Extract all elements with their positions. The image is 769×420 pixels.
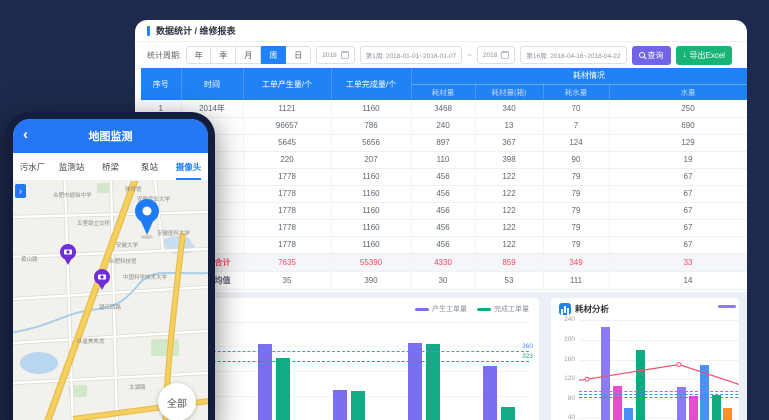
phone-tab[interactable]: 摄像头 [169,153,208,180]
legend-swatch [415,308,429,311]
map-label: 合肥科技馆 [109,257,137,265]
map-label: 五里墩立交桥 [77,219,111,227]
legend-item[interactable]: 完成工单量 [477,304,529,314]
filter-bar: 统计周期: 年季月周日 2018 第1周: 2018-01-01~2018-01… [135,42,747,68]
map-label: 黄山路 [21,255,38,263]
bar-完成工单量 [501,407,515,420]
phone-tab[interactable]: 监测站 [52,153,91,180]
col-header-no: 序号 [141,68,181,100]
map-label: 体育馆 [125,185,142,193]
legend-swatch[interactable] [718,305,736,308]
y-axis-tick: 120 [553,375,575,382]
period-label: 统计周期: [147,50,181,61]
query-button[interactable]: 查询 [632,46,671,65]
bar-完成工单量 [276,358,290,420]
table-row: 9177811604561227967 [141,236,747,253]
start-week-picker[interactable]: 第1周: 2018-01-01~2018-01-07 [360,46,463,64]
bar-产生工单量 [258,344,272,420]
map-label: 安徽医科大学 [157,229,191,237]
reference-label: 323 [522,353,533,360]
chart-title: 耗材分析 [575,303,609,315]
range-separator: ~ [467,51,472,60]
phone-tab[interactable]: 泵站 [130,153,169,180]
col-header-created: 工单产生量/个 [243,68,331,100]
trend-line [579,314,739,420]
y-axis-tick: 200 [553,336,575,343]
back-icon[interactable]: ‹ [23,127,28,142]
y-axis-tick: 160 [553,356,575,363]
map-label: 安徽大学 [116,241,139,249]
calendar-icon [341,51,349,59]
table-average-row: 平均值35390305311114 [141,271,747,289]
bar-完成工单量 [351,391,365,420]
map-label: 太湖路 [129,383,146,391]
y-axis-tick: 240 [553,316,575,323]
table-row: 6177811604561227967 [141,185,747,202]
download-icon: ↓ [683,51,687,59]
sub-header-3: 耗水量 [543,84,609,100]
period-option-日[interactable]: 日 [286,46,311,64]
consumables-bar-chart [579,314,739,420]
table-row: 296657786240137690 [141,117,747,134]
col-header-consumables-group: 耗材情况 [411,68,747,84]
legend-item[interactable]: 产生工单量 [415,304,467,314]
period-option-年[interactable]: 年 [186,46,211,64]
bar-产生工单量 [333,390,347,420]
report-table: 序号 时间 工单产生量/个 工单完成量/个 耗材情况 耗材量 耗材量(箱) 耗水… [141,68,747,290]
map-label: 合肥市琥珀中学 [53,191,92,199]
col-header-time: 时间 [181,68,243,100]
calendar-icon [501,51,509,59]
legend-swatch [477,308,491,311]
map-expander-button[interactable]: › [15,184,26,198]
table-row: 8177811604561227967 [141,219,747,236]
chart-title-row: 耗材分析 [559,303,609,315]
sub-header-2: 耗材量(箱) [475,84,543,100]
map-label: 中国科学技术大学 [123,273,168,281]
phone-screen: ‹ 地图监测 污水厂监测站桥梁泵站摄像头 [13,119,208,420]
period-option-月[interactable]: 月 [236,46,261,64]
period-option-周[interactable]: 周 [261,46,286,64]
map-label: 红星美凯龙 [77,337,105,345]
phone-page-title: 地图监测 [89,128,133,144]
dashboard-card: 数据统计 / 维修报表 统计周期: 年季月周日 2018 第1周: 2018-0… [135,20,747,420]
breadcrumb: 数据统计 / 维修报表 [135,20,747,42]
bar-chart-icon [559,303,571,315]
breadcrumb-text: 数据统计 / 维修报表 [156,24,236,37]
consumables-chart-card: 耗材分析 240 200 160 120 80 40 [551,298,739,420]
phone-tab[interactable]: 污水厂 [13,153,52,180]
search-icon [639,52,645,58]
table-total-row: 合计763555390433085934933 [141,253,747,271]
period-option-季[interactable]: 季 [211,46,236,64]
phone-tab-bar: 污水厂监测站桥梁泵站摄像头 [13,153,208,181]
reference-label: 360 [522,343,533,350]
bar-产生工单量 [408,343,422,420]
phone-app-header: ‹ 地图监测 [13,119,208,153]
map-label: 望江西路 [99,303,122,311]
table-row: 42202071103989019 [141,151,747,168]
end-week-picker[interactable]: 第16周: 2018-04-16~2018-04-22 [520,46,626,64]
start-year-picker[interactable]: 2018 [316,46,354,64]
all-filter-button[interactable]: 全部 [158,383,196,420]
y-axis-tick: 40 [553,414,575,420]
city-map[interactable]: 体育馆安徽农业大学合肥市琥珀中学五里墩立交桥安徽医科大学安徽大学合肥科技馆中国科… [13,181,208,420]
table-row: 5177811604561227967 [141,168,747,185]
col-header-completed: 工单完成量/个 [331,68,411,100]
phone-tab[interactable]: 桥梁 [91,153,130,180]
table-row: 7177811604561227967 [141,202,747,219]
sub-header-4: 水量 [609,84,747,100]
export-excel-button[interactable]: ↓ 导出Excel [676,46,733,65]
end-year-picker[interactable]: 2018 [477,46,515,64]
table-row: 12014年11211160346834070250 [141,100,747,117]
phone-mockup: ‹ 地图监测 污水厂监测站桥梁泵站摄像头 [6,112,215,420]
y-axis-tick: 80 [553,395,575,402]
period-button-group: 年季月周日 [186,46,311,64]
chart-legend: 产生工单量完成工单量 [415,304,529,314]
sub-header-1: 耗材量 [411,84,475,100]
accent-bar [147,26,150,36]
charts-section: 产生工单量完成工单量 360 323 耗材分析 240 200 160 120 80 40 [135,292,747,420]
table-row: 356455656897367124129 [141,134,747,151]
bar-产生工单量 [483,366,497,420]
bar-完成工单量 [426,344,440,420]
